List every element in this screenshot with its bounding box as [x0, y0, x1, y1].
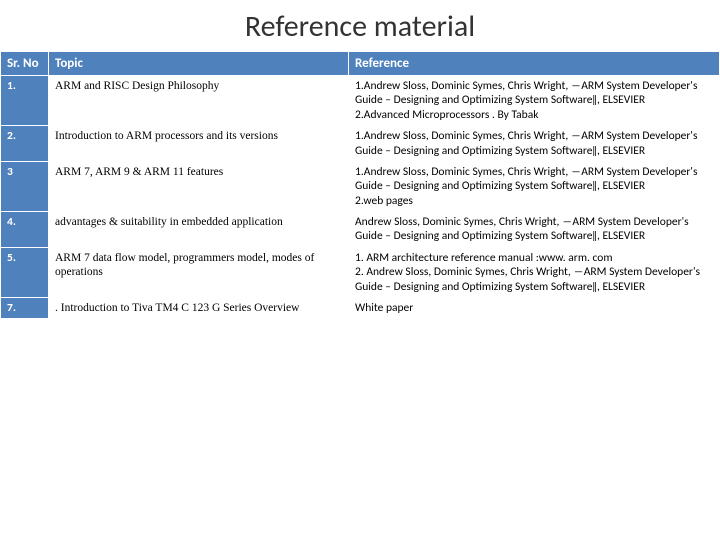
cell-srno: 3 — [1, 161, 49, 211]
cell-reference: 1.Andrew Sloss, Dominic Symes, Chris Wri… — [349, 76, 720, 126]
cell-srno: 4. — [1, 212, 49, 248]
table-row: 3ARM 7, ARM 9 & ARM 11 features1.Andrew … — [1, 161, 720, 211]
reference-table: Sr. No Topic Reference 1.ARM and RISC De… — [0, 51, 720, 319]
cell-topic: advantages & suitability in embedded app… — [49, 212, 349, 248]
col-header-topic: Topic — [49, 52, 349, 76]
cell-srno: 2. — [1, 126, 49, 162]
table-row: 2.Introduction to ARM processors and its… — [1, 126, 720, 162]
cell-reference: 1.Andrew Sloss, Dominic Symes, Chris Wri… — [349, 126, 720, 162]
col-header-srno: Sr. No — [1, 52, 49, 76]
cell-srno: 5. — [1, 247, 49, 297]
col-header-reference: Reference — [349, 52, 720, 76]
cell-reference: White paper — [349, 297, 720, 318]
cell-reference: Andrew Sloss, Dominic Symes, Chris Wrigh… — [349, 212, 720, 248]
cell-topic: ARM 7, ARM 9 & ARM 11 features — [49, 161, 349, 211]
page-title: Reference material — [0, 0, 720, 51]
table-row: 7.. Introduction to Tiva TM4 C 123 G Ser… — [1, 297, 720, 318]
cell-reference: 1.Andrew Sloss, Dominic Symes, Chris Wri… — [349, 161, 720, 211]
cell-topic: ARM 7 data flow model, programmers model… — [49, 247, 349, 297]
table-row: 4.advantages & suitability in embedded a… — [1, 212, 720, 248]
cell-srno: 1. — [1, 76, 49, 126]
cell-topic: . Introduction to Tiva TM4 C 123 G Serie… — [49, 297, 349, 318]
table-row: 5.ARM 7 data flow model, programmers mod… — [1, 247, 720, 297]
cell-topic: ARM and RISC Design Philosophy — [49, 76, 349, 126]
table-header-row: Sr. No Topic Reference — [1, 52, 720, 76]
cell-reference: 1. ARM architecture reference manual :ww… — [349, 247, 720, 297]
cell-topic: Introduction to ARM processors and its v… — [49, 126, 349, 162]
table-row: 1.ARM and RISC Design Philosophy1.Andrew… — [1, 76, 720, 126]
cell-srno: 7. — [1, 297, 49, 318]
